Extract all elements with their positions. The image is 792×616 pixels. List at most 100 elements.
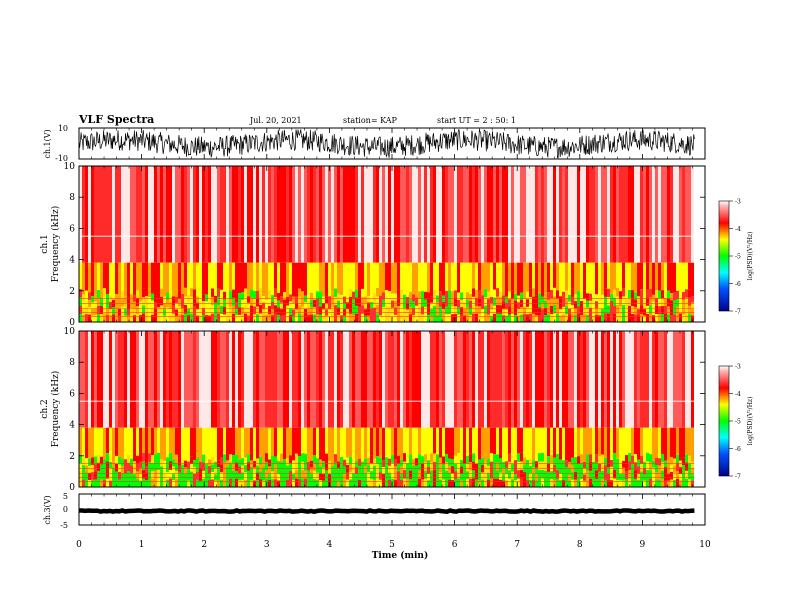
spectrogram-cell-upper <box>607 166 610 263</box>
spectrogram-cell-lower <box>94 315 97 323</box>
spectrogram-cell-lower <box>667 298 670 307</box>
spectrogram-cell-lower <box>397 289 400 299</box>
spectrogram-cell-upper <box>256 331 259 428</box>
spectrogram-cell-lower <box>211 288 214 298</box>
x-tick-label: 8 <box>577 540 583 550</box>
spectrogram-cell-lower <box>514 466 517 475</box>
ch2-colorbar-tick-label: -5 <box>735 419 741 426</box>
spectrogram-cell-lower <box>577 471 580 480</box>
spectrogram-cell-upper <box>574 331 577 428</box>
spectrogram-cell-lower <box>226 306 229 315</box>
ch1-spectrogram-image <box>79 166 705 323</box>
spectrogram-cell-lower <box>376 287 379 297</box>
spectrogram-cell-lower <box>427 314 430 323</box>
spectrogram-cell-lower <box>586 478 589 488</box>
spectrogram-cell-upper <box>613 166 616 263</box>
spectrogram-cell-lower <box>112 467 115 475</box>
spectrogram-cell-lower <box>106 470 109 480</box>
spectrogram-cell-upper <box>262 331 265 428</box>
spectrogram-cell-lower <box>625 306 628 315</box>
spectrogram-cell-lower <box>274 288 277 298</box>
spectrogram-cell-upper <box>235 331 238 428</box>
spectrogram-cell-mid <box>460 262 463 293</box>
spectrogram-cell-lower <box>661 290 664 299</box>
spectrogram-cell-lower <box>403 453 406 463</box>
spectrogram-cell-mid <box>148 427 151 454</box>
spectrogram-cell-lower <box>571 296 574 306</box>
spectrogram-cell-upper <box>457 166 460 263</box>
spectrogram-cell-lower <box>226 480 229 488</box>
spectrogram-cell-lower <box>628 453 631 463</box>
spectrogram-cell-mid <box>520 427 523 453</box>
spectrogram-cell-mid <box>619 262 622 292</box>
spectrogram-cell-upper <box>625 331 628 428</box>
spectrogram-cell-lower <box>625 291 628 300</box>
spectrogram-cell-lower <box>241 479 244 488</box>
spectrogram-cell-mid <box>106 262 109 295</box>
spectrogram-cell-upper <box>430 166 433 263</box>
spectrogram-cell-lower <box>247 478 250 488</box>
spectrogram-cell-lower <box>451 466 454 474</box>
spectrogram-cell-lower <box>403 301 406 309</box>
spectrogram-cell-lower <box>283 473 286 481</box>
spectrogram-cell-lower <box>133 315 136 323</box>
spectrogram-cell-lower <box>622 480 625 488</box>
spectrogram-cell-lower <box>541 315 544 323</box>
spectrogram-cell-lower <box>127 462 130 472</box>
spectrogram-cell-mid <box>166 262 169 293</box>
spectrogram-cell-lower <box>604 479 607 488</box>
spectrogram-cell-lower <box>496 313 499 323</box>
spectrogram-cell-upper <box>154 331 157 428</box>
spectrogram-cell-upper <box>361 331 364 428</box>
spectrogram-cell-mid <box>526 262 529 292</box>
spectrogram-cell-lower <box>478 298 481 307</box>
spectrogram-cell-lower <box>379 302 382 310</box>
ch1-ytick-label: 8 <box>69 193 75 203</box>
spectrogram-cell-lower <box>304 295 307 303</box>
spectrogram-cell-lower <box>469 478 472 488</box>
spectrogram-cell-lower <box>679 313 682 323</box>
spectrogram-cell-upper <box>364 331 367 428</box>
spectrogram-cell-lower <box>313 463 316 472</box>
spectrogram-cell-lower <box>82 308 85 316</box>
spectrogram-cell-lower <box>82 465 85 473</box>
spectrogram-cell-lower <box>625 463 628 472</box>
spectrogram-cell-lower <box>169 302 172 310</box>
spectrogram-cell-mid <box>583 427 586 462</box>
spectrogram-cell-lower <box>406 455 409 464</box>
spectrogram-cell-lower <box>196 296 199 304</box>
spectrogram-cell-mid <box>91 427 94 458</box>
spectrogram-cell-lower <box>544 454 547 464</box>
spectrogram-cell-lower <box>241 299 244 308</box>
spectrogram-cell-lower <box>502 308 505 316</box>
spectrogram-cell-lower <box>676 470 679 480</box>
spectrogram-cell-upper <box>559 331 562 428</box>
spectrogram-cell-lower <box>562 306 565 315</box>
spectrogram-cell-upper <box>520 331 523 428</box>
spectrogram-cell-upper <box>355 166 358 263</box>
spectrogram-cell-lower <box>433 305 436 315</box>
spectrogram-cell-lower <box>658 298 661 307</box>
spectrogram-cell-upper <box>562 166 565 263</box>
spectrogram-cell-lower <box>205 479 208 488</box>
spectrogram-cell-lower <box>91 457 94 466</box>
spectrogram-cell-mid <box>286 262 289 289</box>
spectrogram-cell-mid <box>217 262 220 289</box>
spectrogram-cell-lower <box>451 480 454 488</box>
spectrogram-cell-lower <box>652 460 655 468</box>
spectrogram-cell-upper <box>202 331 205 428</box>
spectrogram-cell-lower <box>607 467 610 475</box>
spectrogram-cell-lower <box>448 290 451 299</box>
spectrogram-cell-lower <box>238 307 241 316</box>
spectrogram-cell-lower <box>610 480 613 488</box>
spectrogram-cell-upper <box>358 331 361 428</box>
spectrogram-cell-lower <box>550 305 553 315</box>
ch1-colorbar-tick-label: -4 <box>735 226 741 233</box>
ch2-ytick-label: 10 <box>64 327 76 337</box>
spectrogram-cell-mid <box>514 427 517 461</box>
spectrogram-cell-upper <box>586 166 589 263</box>
spectrogram-cell-lower <box>172 304 175 314</box>
spectrogram-cell-mid <box>619 427 622 461</box>
spectrogram-cell-upper <box>358 166 361 263</box>
spectrogram-cell-lower <box>256 472 259 481</box>
